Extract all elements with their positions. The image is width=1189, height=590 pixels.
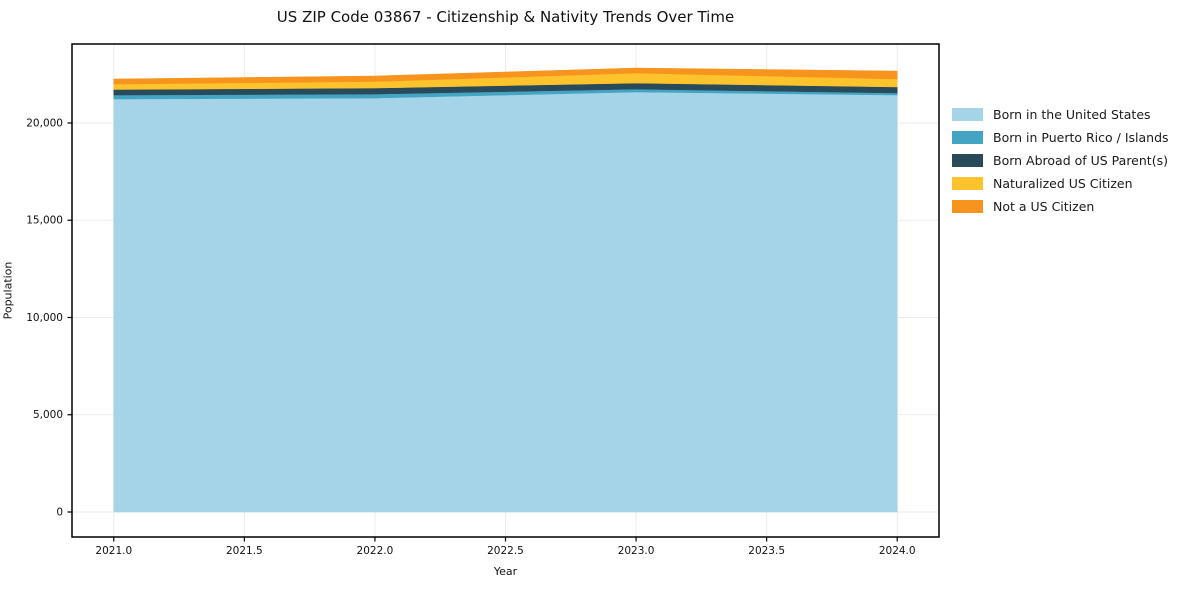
y-tick-label: 15,000 bbox=[26, 215, 63, 227]
x-tick-label: 2021.5 bbox=[226, 545, 263, 557]
x-tick-label: 2022.5 bbox=[487, 545, 524, 557]
x-tick-label: 2022.0 bbox=[357, 545, 394, 557]
x-tick-label: 2023.0 bbox=[618, 545, 655, 557]
legend-swatch-icon bbox=[952, 200, 983, 213]
legend: Born in the United States Born in Puerto … bbox=[952, 103, 1169, 218]
legend-swatch-icon bbox=[952, 154, 983, 167]
y-tick-label: 5,000 bbox=[33, 409, 63, 421]
legend-label: Born in Puerto Rico / Islands bbox=[993, 130, 1169, 145]
legend-swatch-icon bbox=[952, 177, 983, 190]
legend-item: Born in Puerto Rico / Islands bbox=[952, 126, 1169, 149]
area-series-4 bbox=[113, 67, 898, 85]
legend-label: Born in the United States bbox=[993, 107, 1151, 122]
y-tick-label: 0 bbox=[56, 507, 63, 519]
x-tick-label: 2024.0 bbox=[879, 545, 916, 557]
x-tick-label: 2021.0 bbox=[95, 545, 132, 557]
legend-label: Born Abroad of US Parent(s) bbox=[993, 153, 1168, 168]
legend-label: Not a US Citizen bbox=[993, 199, 1095, 214]
x-tick-label: 2023.5 bbox=[748, 545, 785, 557]
legend-item: Born Abroad of US Parent(s) bbox=[952, 149, 1169, 172]
y-tick-label: 20,000 bbox=[26, 117, 63, 129]
legend-swatch-icon bbox=[952, 131, 983, 144]
legend-item: Born in the United States bbox=[952, 103, 1169, 126]
legend-item: Not a US Citizen bbox=[952, 195, 1169, 218]
legend-item: Naturalized US Citizen bbox=[952, 172, 1169, 195]
legend-label: Naturalized US Citizen bbox=[993, 176, 1133, 191]
area-series-0 bbox=[113, 91, 898, 513]
y-axis-label: Population bbox=[1, 261, 15, 320]
legend-swatch-icon bbox=[952, 108, 983, 121]
x-axis-label: Year bbox=[493, 565, 518, 578]
y-tick-label: 10,000 bbox=[26, 312, 63, 324]
chart-title: US ZIP Code 03867 - Citizenship & Nativi… bbox=[276, 8, 735, 26]
